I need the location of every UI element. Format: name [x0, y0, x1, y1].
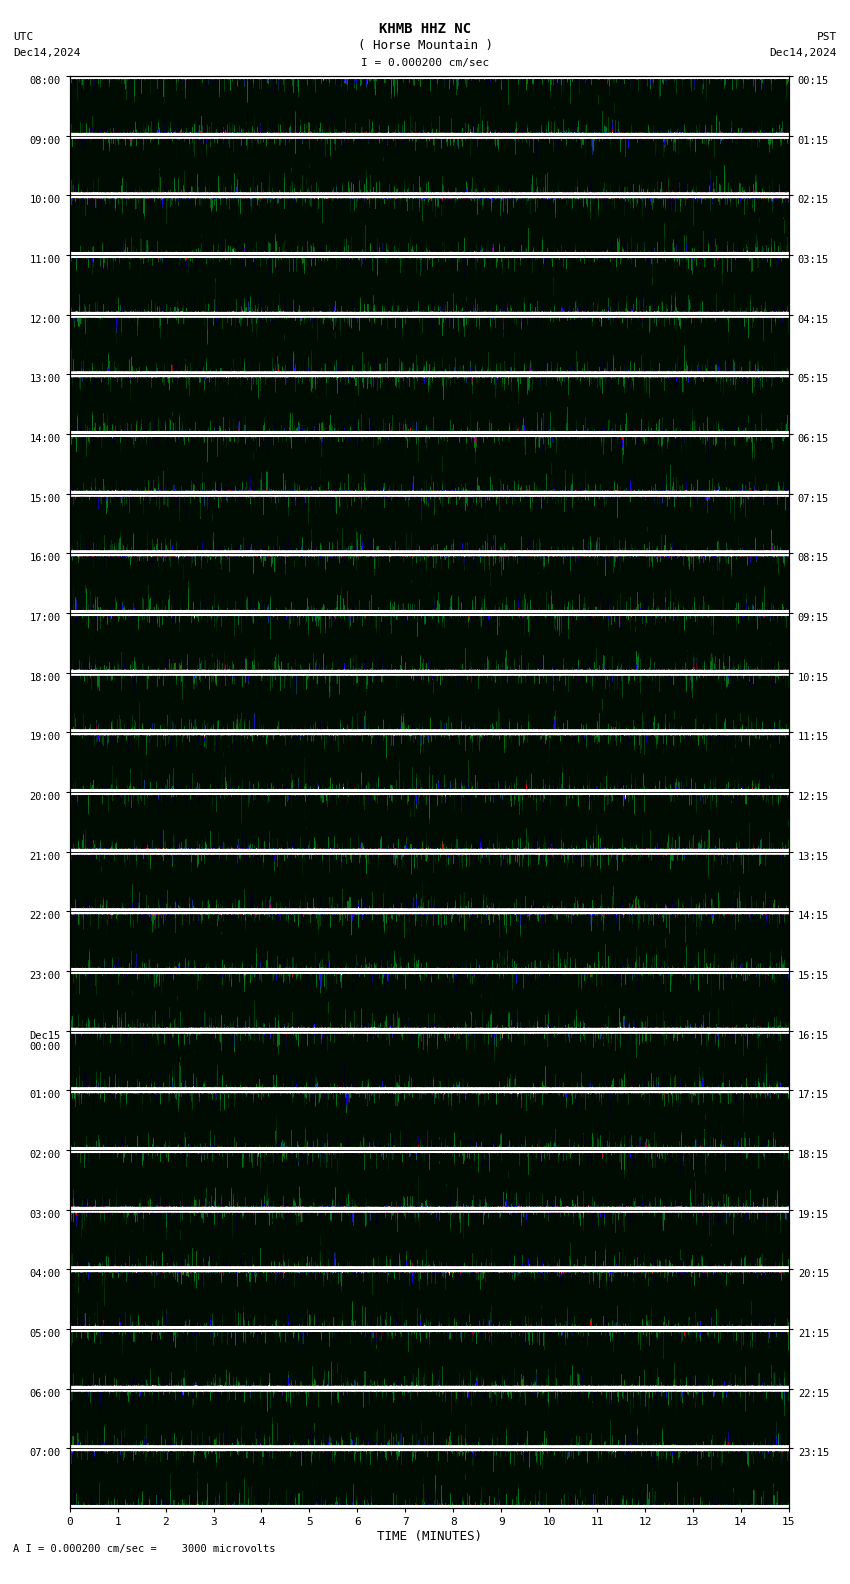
Text: PST: PST: [817, 32, 837, 41]
Text: I = 0.000200 cm/sec: I = 0.000200 cm/sec: [361, 59, 489, 68]
Text: A I = 0.000200 cm/sec =    3000 microvolts: A I = 0.000200 cm/sec = 3000 microvolts: [13, 1544, 275, 1554]
Text: Dec14,2024: Dec14,2024: [13, 48, 80, 57]
Text: ( Horse Mountain ): ( Horse Mountain ): [358, 40, 492, 52]
Text: UTC: UTC: [13, 32, 33, 41]
X-axis label: TIME (MINUTES): TIME (MINUTES): [377, 1530, 482, 1543]
Text: Dec14,2024: Dec14,2024: [770, 48, 837, 57]
Text: KHMB HHZ NC: KHMB HHZ NC: [379, 22, 471, 35]
